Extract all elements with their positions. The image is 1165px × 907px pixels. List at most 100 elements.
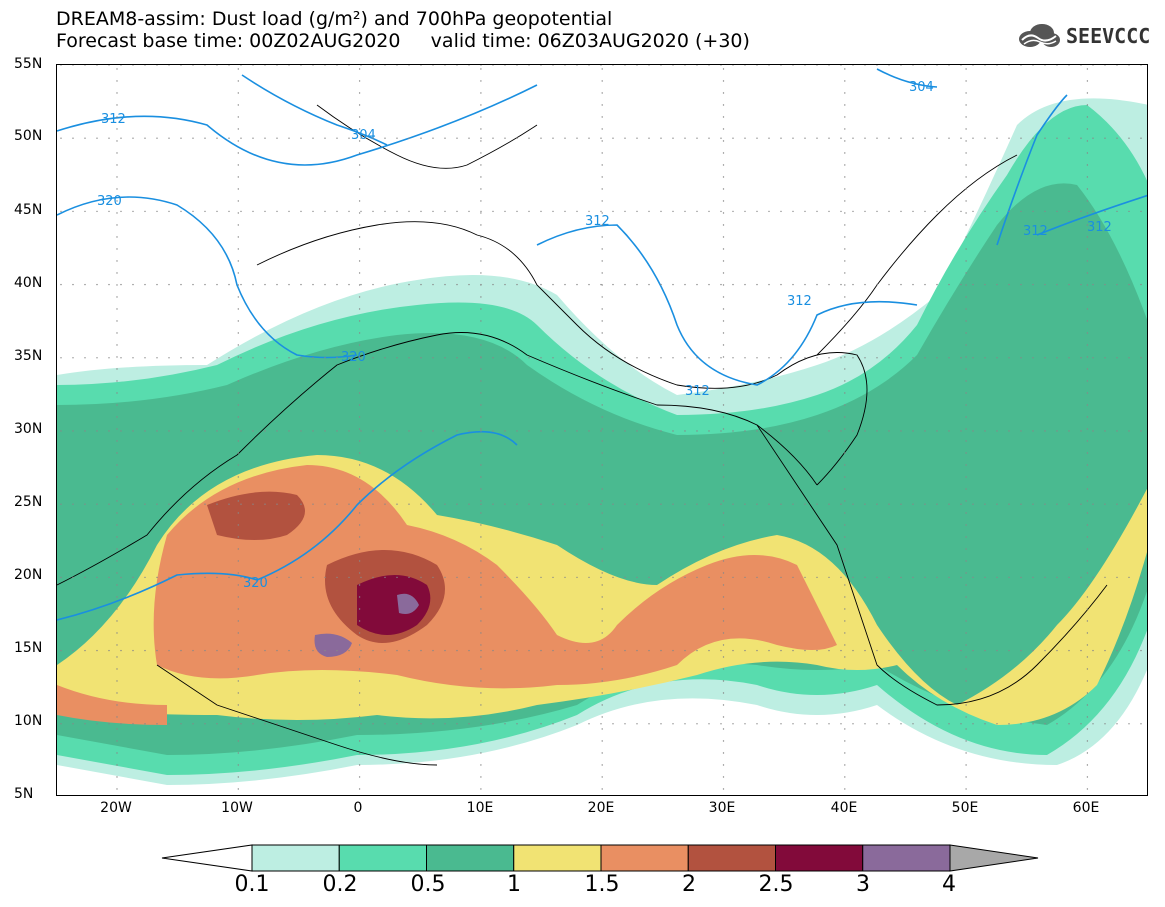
grid-dot: [840, 357, 842, 359]
grid-dot: [648, 503, 650, 505]
grid-dot: [1104, 723, 1106, 725]
grid-dot: [1020, 576, 1022, 579]
grid-dot: [840, 210, 842, 213]
grid-dot: [844, 584, 846, 586]
grid-dot: [480, 80, 482, 82]
grid-dot: [516, 723, 518, 725]
grid-dot: [844, 368, 846, 370]
grid-dot: [492, 649, 494, 652]
grid-dot: [948, 137, 950, 139]
grid-dot: [384, 430, 386, 432]
grid-dot: [396, 65, 398, 66]
grid-dot: [480, 740, 482, 742]
grid-dot: [732, 576, 734, 579]
grid-dot: [480, 92, 482, 94]
grid-dot: [722, 344, 725, 346]
grid-dot: [180, 576, 182, 579]
grid-dot: [396, 137, 398, 139]
grid-dot: [722, 728, 725, 730]
grid-dot: [237, 80, 239, 82]
grid-dot: [116, 692, 118, 694]
grid-dot: [648, 210, 650, 213]
grid-dot: [84, 357, 86, 359]
grid-dot: [552, 283, 554, 286]
grid-dot: [722, 260, 725, 262]
grid-dot: [888, 283, 890, 286]
grid-dot: [844, 596, 846, 598]
grid-dot: [252, 723, 254, 725]
grid-dot: [1104, 576, 1106, 579]
grid-dot: [504, 210, 506, 213]
grid-dot: [960, 503, 962, 505]
grid-dot: [672, 649, 674, 652]
grid-dot: [237, 128, 239, 130]
grid-dot: [601, 140, 603, 142]
grid-dot: [237, 560, 239, 562]
contour-320-sahara: [57, 430, 518, 621]
grid-dot: [252, 430, 254, 432]
grid-dot: [601, 248, 603, 250]
grid-dot: [228, 503, 230, 505]
grid-dot: [456, 576, 458, 579]
grid-dot: [840, 137, 842, 139]
grid-dot: [60, 137, 62, 139]
grid-dot: [300, 210, 302, 213]
grid-dot: [144, 283, 146, 286]
grid-dot: [1086, 248, 1089, 250]
grid-dot: [1056, 137, 1058, 139]
grid-dot: [756, 65, 758, 66]
grid-dot: [237, 752, 239, 754]
grid-dot: [358, 224, 361, 226]
grid-dot: [722, 404, 725, 406]
grid-dot: [384, 210, 386, 213]
grid-dot: [336, 357, 338, 359]
grid-dot: [480, 404, 482, 406]
grid-dot: [1128, 649, 1130, 652]
grid-dot: [237, 608, 239, 610]
grid-dot: [996, 357, 998, 359]
grid-dot: [965, 200, 967, 202]
grid-dot: [732, 357, 734, 359]
grid-dot: [216, 649, 218, 652]
grid-dot: [358, 212, 361, 214]
grid-dot: [601, 512, 603, 514]
grid-dot: [660, 137, 662, 139]
grid-dot: [456, 503, 458, 505]
grid-dot: [965, 188, 967, 190]
grid-dot: [432, 723, 434, 725]
grid-dot: [1008, 65, 1010, 66]
grid-dot: [480, 137, 482, 139]
grid-dot: [600, 137, 602, 139]
grid-dot: [1044, 576, 1046, 579]
grid-dot: [204, 65, 206, 66]
grid-dot: [965, 740, 967, 742]
grid-dot: [480, 776, 482, 778]
grid-dot: [1086, 764, 1089, 766]
grid-dot: [601, 560, 603, 562]
grid-dot: [192, 65, 194, 66]
colorbar-segment: [862, 844, 951, 872]
grid-dot: [1008, 430, 1010, 432]
grid-dot: [348, 137, 350, 139]
grid-dot: [312, 137, 314, 139]
grid-dot: [480, 512, 482, 514]
grid-dot: [936, 576, 938, 579]
grid-dot: [780, 283, 782, 286]
grid-dot: [708, 430, 710, 432]
grid-dot: [960, 137, 962, 139]
grid-dot: [696, 283, 698, 286]
grid-dot: [852, 357, 854, 359]
grid-dot: [228, 430, 230, 432]
grid-dot: [984, 576, 986, 579]
grid-dot: [840, 65, 842, 66]
grid-dot: [601, 80, 603, 82]
grid-dot: [648, 283, 650, 286]
grid-dot: [844, 764, 846, 766]
grid-dot: [601, 608, 603, 610]
grid-dot: [844, 716, 846, 718]
grid-dot: [844, 752, 846, 754]
grid-dot: [965, 404, 967, 406]
grid-dot: [408, 65, 410, 66]
grid-dot: [96, 137, 98, 139]
grid-dot: [844, 512, 846, 514]
